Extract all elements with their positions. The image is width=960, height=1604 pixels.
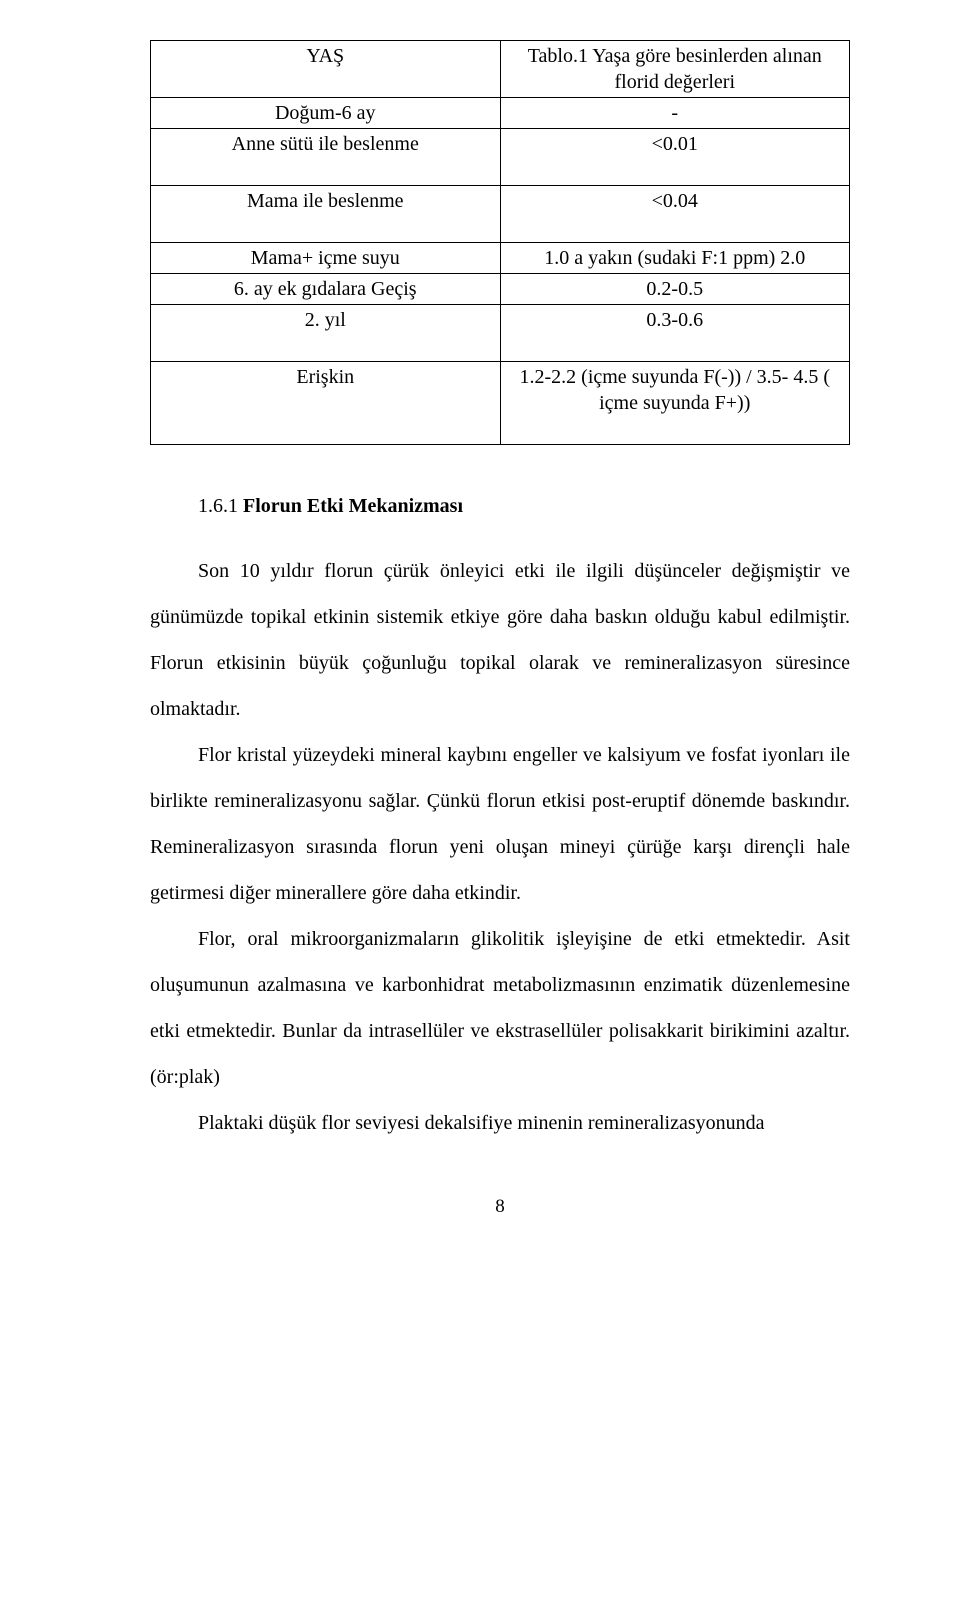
table-cell-left: 2. yıl bbox=[151, 305, 501, 362]
paragraph: Son 10 yıldır florun çürük önleyici etki… bbox=[150, 548, 850, 732]
data-table: YAŞTablo.1 Yaşa göre besinlerden alınan … bbox=[150, 40, 850, 445]
heading-number: 1.6.1 bbox=[198, 495, 238, 517]
page-number: 8 bbox=[150, 1196, 850, 1218]
paragraph: Flor, oral mikroorganizmaların glikoliti… bbox=[150, 916, 850, 1100]
table-cell-left: Doğum-6 ay bbox=[151, 98, 501, 129]
table-cell-right: 1.0 a yakın (sudaki F:1 ppm) 2.0 bbox=[500, 243, 850, 274]
table-cell-left: 6. ay ek gıdalara Geçiş bbox=[151, 274, 501, 305]
table-header-right: Tablo.1 Yaşa göre besinlerden alınan flo… bbox=[500, 41, 850, 98]
paragraph: Plaktaki düşük flor seviyesi dekalsifiye… bbox=[150, 1100, 850, 1146]
table-cell-right: <0.04 bbox=[500, 186, 850, 243]
table-cell-left: Erişkin bbox=[151, 362, 501, 445]
body-text: Son 10 yıldır florun çürük önleyici etki… bbox=[150, 548, 850, 1146]
table-cell-right: <0.01 bbox=[500, 129, 850, 186]
table-cell-left: Mama ile beslenme bbox=[151, 186, 501, 243]
table-header-left: YAŞ bbox=[151, 41, 501, 98]
table-cell-right: - bbox=[500, 98, 850, 129]
table-cell-left: Mama+ içme suyu bbox=[151, 243, 501, 274]
table-cell-right: 1.2-2.2 (içme suyunda F(-)) / 3.5- 4.5 (… bbox=[500, 362, 850, 445]
table-cell-right: 0.3-0.6 bbox=[500, 305, 850, 362]
paragraph: Flor kristal yüzeydeki mineral kaybını e… bbox=[150, 732, 850, 916]
heading-text: Florun Etki Mekanizması bbox=[243, 495, 463, 517]
table-cell-left: Anne sütü ile beslenme bbox=[151, 129, 501, 186]
section-heading: 1.6.1 Florun Etki Mekanizması bbox=[150, 495, 850, 518]
table-cell-right: 0.2-0.5 bbox=[500, 274, 850, 305]
